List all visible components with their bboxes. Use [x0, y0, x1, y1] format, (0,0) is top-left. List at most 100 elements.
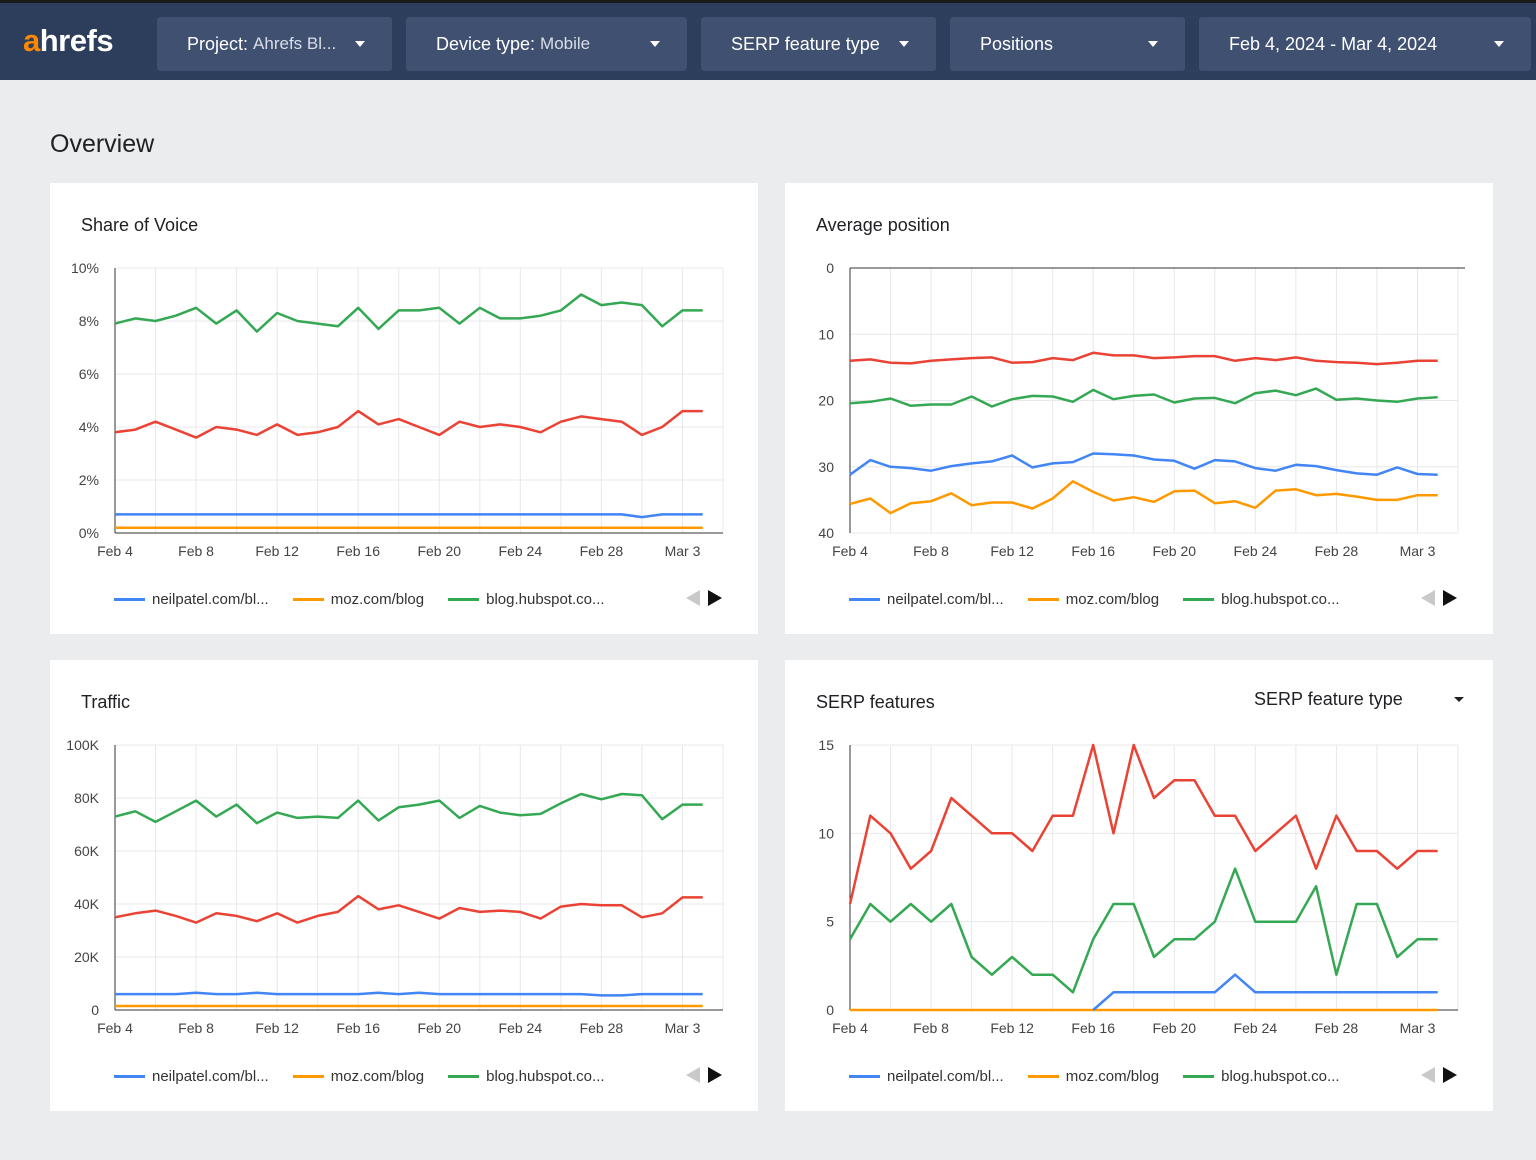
- device-type-filter-value: Mobile: [540, 34, 591, 53]
- legend-label: neilpatel.com/bl...: [152, 591, 269, 608]
- legend-label: blog.hubspot.co...: [486, 1068, 605, 1085]
- y-tick-label: 2%: [79, 472, 99, 488]
- y-tick-label: 100K: [66, 737, 99, 753]
- legend-item[interactable]: moz.com/blog: [1027, 591, 1160, 608]
- top-bar: ahrefs Project: Ahrefs Bl... Device type:…: [0, 0, 1536, 80]
- y-tick-label: 4%: [79, 419, 99, 435]
- x-tick-label: Feb 12: [990, 543, 1034, 559]
- legend-swatch: [292, 1075, 324, 1078]
- chevron-down-icon: [1494, 41, 1504, 47]
- legend-item[interactable]: neilpatel.com/bl...: [114, 1068, 269, 1085]
- series-line: [114, 894, 703, 924]
- legend-item[interactable]: moz.com/blog: [292, 1068, 425, 1085]
- share-of-voice-chart: 0% 2% 4% 6% 8% 10% Feb 4 Feb 8 Feb 12 Feb 16 Feb 2…: [71, 260, 724, 559]
- series-line: [115, 991, 703, 997]
- page-title: Overview: [50, 130, 155, 158]
- x-tick-label: Mar 3: [1400, 1020, 1436, 1036]
- y-tick-label: 80K: [74, 790, 100, 806]
- y-tick-label: 15: [818, 737, 834, 753]
- x-tick-label: Feb 4: [97, 1020, 133, 1036]
- y-tick-label: 0: [826, 260, 834, 276]
- x-tick-label: Feb 4: [832, 1020, 868, 1036]
- project-filter-value: Ahrefs Bl...: [253, 34, 337, 53]
- legend-swatch: [1183, 1075, 1215, 1078]
- series-line: [115, 513, 703, 519]
- y-tick-label: 60K: [74, 843, 100, 859]
- legend-label: blog.hubspot.co...: [486, 591, 605, 608]
- x-tick-label: Feb 20: [417, 543, 461, 559]
- legend-item[interactable]: blog.hubspot.co...: [1183, 1068, 1340, 1085]
- chart-legend: neilpatel.com/bl... moz.com/blog blog.hubs…: [114, 1068, 629, 1085]
- gridlines: [114, 744, 724, 1011]
- date-range-filter-label: Feb 4, 2024 - Mar 4, 2024: [1229, 33, 1438, 54]
- previous-page-icon[interactable]: [686, 1067, 700, 1083]
- x-tick-label: Feb 24: [1234, 543, 1278, 559]
- legend-swatch: [1027, 598, 1059, 601]
- x-tick-label: Feb 4: [97, 543, 133, 559]
- legend-swatch: [448, 1075, 480, 1078]
- x-tick-label: Feb 28: [1315, 1020, 1359, 1036]
- x-tick-label: Mar 3: [665, 1020, 701, 1036]
- legend-label: moz.com/blog: [330, 1068, 425, 1085]
- legend-label: moz.com/blog: [1065, 591, 1160, 608]
- series-line: [849, 387, 1438, 408]
- serp-feature-type-filter[interactable]: SERP feature type: [701, 17, 936, 71]
- series-line: [1092, 973, 1438, 1011]
- y-tick-label: 40: [818, 525, 834, 541]
- x-tick-label: Feb 8: [913, 543, 949, 559]
- series-line: [114, 409, 703, 439]
- legend-item[interactable]: moz.com/blog: [292, 591, 425, 608]
- next-page-icon[interactable]: [708, 1067, 722, 1083]
- legend-item[interactable]: neilpatel.com/bl...: [849, 1068, 1004, 1085]
- series-line: [848, 743, 1438, 905]
- x-tick-label: Feb 8: [913, 1020, 949, 1036]
- ahrefs-logo[interactable]: ahrefs: [23, 23, 114, 59]
- y-tick-label: 0: [826, 1002, 834, 1018]
- date-range-filter[interactable]: Feb 4, 2024 - Mar 4, 2024: [1199, 17, 1531, 71]
- legend-item[interactable]: moz.com/blog: [1027, 1068, 1160, 1085]
- share-of-voice-card: Share of Voice 0% 2% 4% 6% 8% 10% Feb 4 Feb 8 Fe…: [50, 183, 758, 634]
- legend-label: moz.com/blog: [330, 591, 425, 608]
- x-tick-label: Feb 28: [580, 543, 624, 559]
- y-tick-label: 10: [818, 825, 834, 841]
- serp-feature-type-dropdown-label: SERP feature type: [1254, 689, 1403, 709]
- y-tick-label: 0%: [79, 525, 99, 541]
- x-tick-label: Feb 12: [990, 1020, 1034, 1036]
- logo-text: hrefs: [39, 23, 114, 58]
- previous-page-icon[interactable]: [1421, 590, 1435, 606]
- card-title: Average position: [816, 215, 950, 235]
- legend-swatch: [448, 598, 480, 601]
- series-line: [849, 480, 1438, 515]
- previous-page-icon[interactable]: [686, 590, 700, 606]
- legend-label: moz.com/blog: [1065, 1068, 1160, 1085]
- legend-item[interactable]: blog.hubspot.co...: [448, 1068, 605, 1085]
- x-tick-label: Feb 20: [1152, 543, 1196, 559]
- positions-filter[interactable]: Positions: [950, 17, 1185, 71]
- legend-label: neilpatel.com/bl...: [887, 591, 1004, 608]
- legend-pager: [686, 590, 722, 606]
- legend-item[interactable]: neilpatel.com/bl...: [849, 591, 1004, 608]
- legend-pager: [1421, 1067, 1457, 1083]
- legend-item[interactable]: neilpatel.com/bl...: [114, 591, 269, 608]
- serp-feature-type-dropdown[interactable]: SERP feature type: [1254, 689, 1464, 710]
- device-type-filter[interactable]: Device type: Mobile: [406, 17, 687, 71]
- legend-swatch: [114, 1075, 145, 1078]
- project-filter[interactable]: Project: Ahrefs Bl...: [157, 17, 392, 71]
- y-tick-label: 8%: [79, 313, 99, 329]
- x-tick-label: Feb 20: [1152, 1020, 1196, 1036]
- legend-swatch: [1183, 598, 1215, 601]
- y-tick-label: 20K: [74, 949, 100, 965]
- chevron-down-icon: [355, 41, 365, 47]
- next-page-icon[interactable]: [1443, 1067, 1457, 1083]
- next-page-icon[interactable]: [1443, 590, 1457, 606]
- legend-label: neilpatel.com/bl...: [887, 1068, 1004, 1085]
- legend-item[interactable]: blog.hubspot.co...: [448, 591, 605, 608]
- previous-page-icon[interactable]: [1421, 1067, 1435, 1083]
- series-line: [849, 452, 1438, 476]
- x-tick-label: Feb 12: [255, 1020, 299, 1036]
- legend-item[interactable]: blog.hubspot.co...: [1183, 591, 1340, 608]
- next-page-icon[interactable]: [708, 590, 722, 606]
- legend-swatch: [849, 1075, 880, 1078]
- x-tick-label: Feb 16: [1071, 1020, 1115, 1036]
- series-line: [849, 351, 1438, 366]
